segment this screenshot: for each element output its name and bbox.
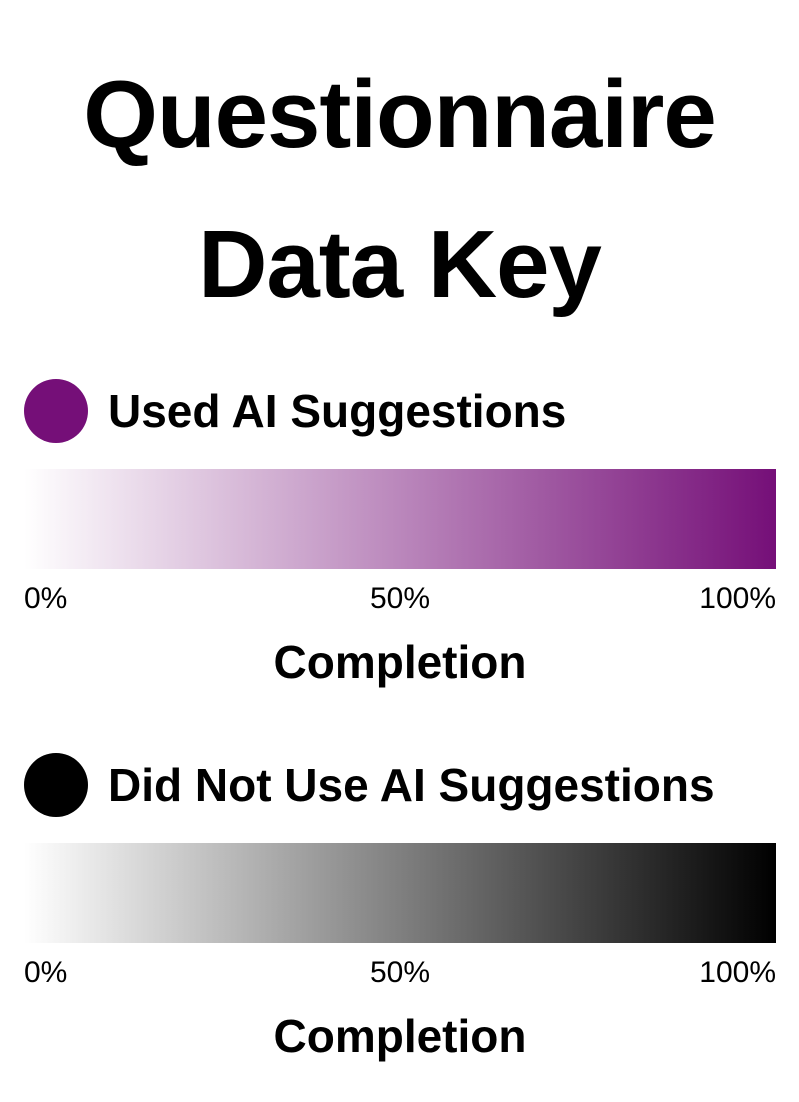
legend-did-not-use-ai: Did Not Use AI Suggestions 0% 50% 100% C… <box>24 752 776 1062</box>
legend-dot-purple <box>24 379 88 443</box>
tick-labels: 0% 50% 100% <box>24 578 776 620</box>
tick-labels: 0% 50% 100% <box>24 952 776 994</box>
tick-label-100: 100% <box>699 582 776 615</box>
tick-label-50: 50% <box>369 956 431 989</box>
legend-header: Used AI Suggestions <box>24 378 776 444</box>
axis-label: Completion <box>273 1010 527 1062</box>
axis-label: Completion <box>273 636 527 688</box>
title-line-2: Data Key <box>198 211 602 318</box>
legend-header: Did Not Use AI Suggestions <box>24 752 776 818</box>
tick-label-50: 50% <box>369 582 431 615</box>
legend-label: Used AI Suggestions <box>108 385 567 437</box>
gradient-bar-purple <box>24 469 776 569</box>
tick-label-0: 0% <box>24 582 68 615</box>
legend-dot-black <box>24 753 88 817</box>
tick-label-0: 0% <box>24 956 68 989</box>
legend-label: Did Not Use AI Suggestions <box>108 759 715 811</box>
gradient-bar-black <box>24 843 776 943</box>
page-title: Questionnaire Data Key <box>0 40 799 340</box>
legend-used-ai: Used AI Suggestions 0% 50% 100% Completi… <box>24 378 776 688</box>
title-line-1: Questionnaire <box>83 61 716 168</box>
tick-label-100: 100% <box>699 956 776 989</box>
